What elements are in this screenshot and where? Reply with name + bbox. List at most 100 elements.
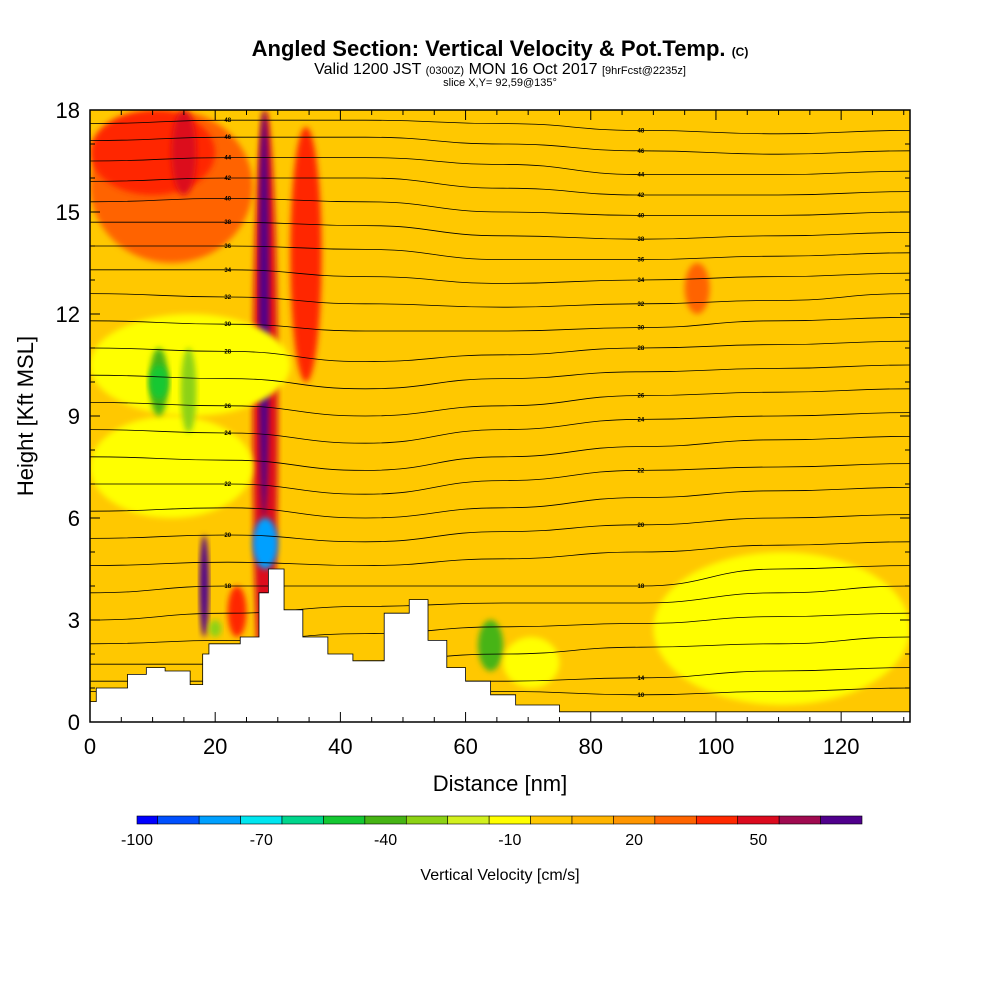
contour-label: 28 — [224, 349, 231, 355]
velocity-region-5 — [290, 127, 322, 382]
contour-label: 42 — [224, 176, 231, 182]
title-main: Angled Section: Vertical Velocity & Pot.… — [251, 36, 726, 61]
contour-label: 42 — [637, 193, 644, 199]
contour-line-20 — [90, 197, 910, 216]
contour-label: 10 — [637, 693, 644, 699]
contour-line-16 — [90, 293, 910, 308]
colorbar-bin-7 — [405, 815, 449, 825]
velocity-region-18 — [653, 552, 910, 705]
contour-label: 48 — [224, 118, 231, 124]
contour-label: 18 — [637, 584, 644, 590]
contour-line-23 — [90, 136, 910, 155]
velocity-region-8 — [90, 416, 253, 518]
contour-label: 38 — [224, 220, 231, 226]
title-suffix: (C) — [731, 45, 749, 59]
contour-line-7 — [90, 514, 910, 543]
contour-label: 18 — [224, 584, 231, 590]
colorbar-tick-label: 20 — [625, 832, 643, 849]
x-axis-label: Distance [nm] — [433, 771, 568, 796]
y-tick-label: 9 — [68, 404, 80, 429]
colorbar-bin-17 — [820, 815, 863, 825]
contour-label: 34 — [637, 278, 644, 284]
x-tick-label: 40 — [328, 734, 352, 759]
colorbar-bin-15 — [737, 815, 780, 825]
colorbar-bin-6 — [364, 815, 407, 825]
contour-line-4 — [90, 585, 910, 621]
colorbar-tick-label: -100 — [121, 832, 153, 849]
contour-label: 28 — [637, 346, 644, 352]
contour-line-3 — [90, 612, 910, 645]
colorbar-bin-16 — [778, 815, 821, 825]
contour-label: 40 — [224, 196, 231, 202]
y-tick-label: 3 — [68, 608, 80, 633]
velocity-region-15 — [208, 620, 222, 637]
contour-label: 36 — [637, 258, 644, 264]
contour-line-9 — [90, 463, 910, 495]
valid-time-b: (0300Z) — [425, 65, 465, 77]
y-tick-label: 6 — [68, 506, 80, 531]
theta-contours: 1010141418182020222224242626282830303232… — [90, 118, 910, 699]
colorbar-bin-12 — [613, 815, 656, 825]
valid-time-a: Valid 1200 JST — [314, 61, 422, 78]
valid-time-c: MON 16 Oct 2017 — [468, 61, 598, 78]
x-tick-label: 120 — [823, 734, 860, 759]
contour-line-18 — [90, 245, 910, 261]
colorbar-bin-8 — [447, 815, 490, 825]
contour-line-13 — [90, 364, 910, 390]
y-tick-label: 15 — [56, 200, 80, 225]
colorbar-bin-10 — [530, 815, 573, 825]
colorbar-bin-3 — [240, 815, 283, 825]
contour-label: 20 — [224, 533, 231, 539]
contour-line-17 — [90, 269, 910, 284]
contour-line-22 — [90, 157, 910, 176]
contour-label: 20 — [637, 523, 644, 529]
terrain-profile — [89, 568, 911, 723]
contour-label: 26 — [637, 394, 644, 400]
contour-label: 48 — [637, 128, 644, 134]
contour-label: 44 — [224, 156, 231, 162]
contour-label: 24 — [637, 417, 644, 423]
contour-label: 14 — [637, 676, 644, 682]
y-tick-label: 12 — [56, 302, 80, 327]
contour-line-6 — [90, 541, 910, 567]
velocity-region-4 — [259, 110, 270, 518]
contour-line-21 — [90, 177, 910, 196]
x-tick-label: 0 — [84, 734, 96, 759]
colorbar-bin-5 — [323, 815, 366, 825]
colorbar-bin-0 — [136, 815, 159, 825]
contour-label: 32 — [224, 295, 231, 301]
x-axis: 0 20 40 60 80 100 120 — [84, 110, 905, 759]
terrain — [89, 568, 911, 723]
colorbar-tick-label: -40 — [374, 832, 397, 849]
contour-line-12 — [90, 388, 910, 417]
velocity-region-2 — [171, 110, 197, 195]
colorbar: -100 -70 -40 -10 20 50 — [121, 815, 863, 849]
contour-label: 30 — [637, 326, 644, 332]
colorbar-tick-label: 50 — [750, 832, 768, 849]
velocity-region-16 — [478, 620, 504, 671]
contour-label: 46 — [637, 149, 644, 155]
contour-label: 22 — [637, 468, 644, 474]
contour-label: 46 — [224, 135, 231, 141]
contour-label: 26 — [224, 404, 231, 410]
contour-label: 44 — [637, 173, 644, 179]
colorbar-tick-label: -70 — [250, 832, 273, 849]
contour-label: 32 — [637, 302, 644, 308]
valid-time-d: [9hrFcst@2235z] — [601, 65, 686, 77]
slice-info: slice X,Y= 92,59@135° — [443, 77, 557, 89]
contour-line-19 — [90, 221, 910, 240]
contour-line-10 — [90, 436, 910, 471]
chart-title: Angled Section: Vertical Velocity & Pot.… — [0, 36, 1000, 62]
contour-label: 34 — [224, 268, 231, 274]
colorbar-bin-14 — [695, 815, 739, 825]
colorbar-bin-11 — [571, 815, 614, 825]
contour-label: 30 — [224, 322, 231, 328]
contour-line-14 — [90, 340, 910, 363]
y-tick-label: 18 — [56, 98, 80, 123]
contour-line-11 — [90, 412, 910, 444]
x-tick-label: 60 — [453, 734, 477, 759]
contour-line-24 — [90, 119, 910, 135]
contour-label: 38 — [637, 237, 644, 243]
